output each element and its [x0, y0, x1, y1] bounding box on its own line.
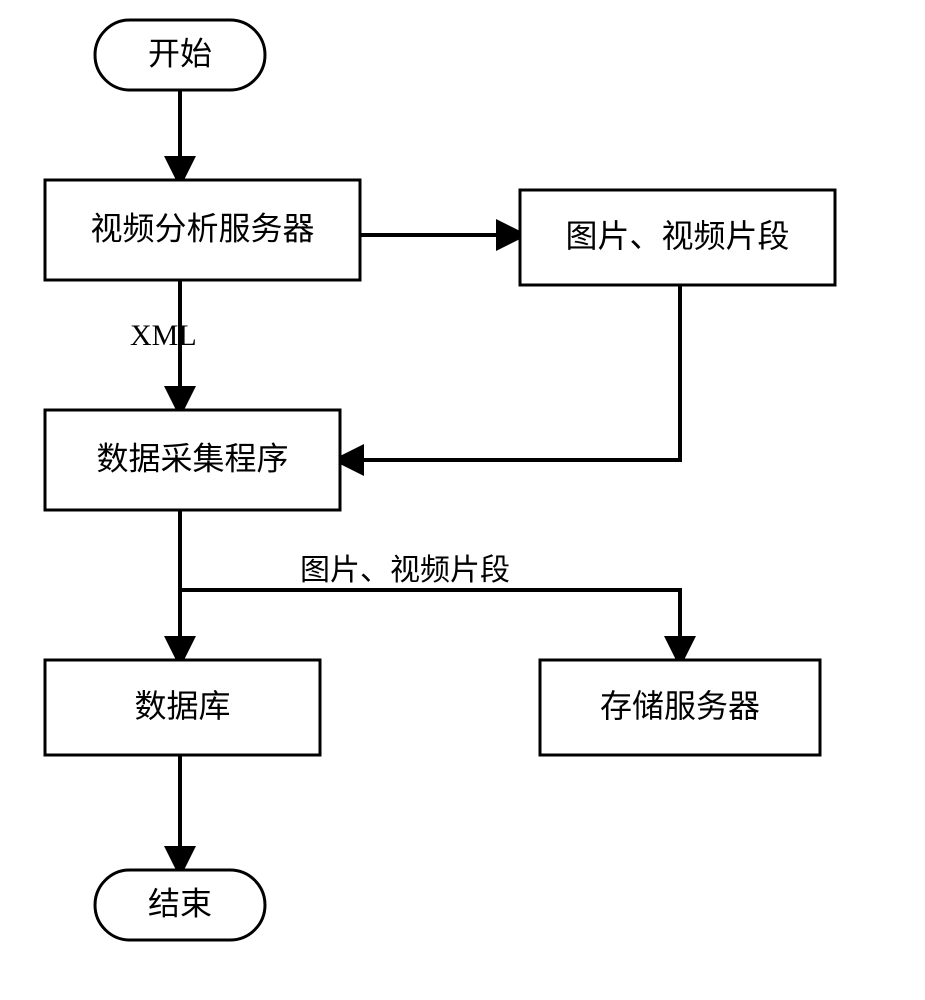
node-collect: 数据采集程序 [45, 410, 340, 510]
node-label: 图片、视频片段 [565, 218, 789, 254]
node-label: 视频分析服务器 [90, 210, 314, 246]
node-label: 开始 [148, 35, 212, 71]
edge-label: 图片、视频片段 [300, 554, 510, 587]
node-db: 数据库 [45, 660, 320, 755]
node-label: 数据采集程序 [96, 440, 288, 476]
edge [340, 285, 680, 460]
node-label: 存储服务器 [600, 688, 760, 724]
flowchart-diagram: XML图片、视频片段 开始视频分析服务器图片、视频片段数据采集程序数据库存储服务… [0, 0, 925, 1000]
node-media: 图片、视频片段 [520, 190, 835, 285]
edge [180, 590, 680, 660]
node-analyze: 视频分析服务器 [45, 180, 360, 280]
node-label: 结束 [148, 885, 212, 921]
node-storage: 存储服务器 [540, 660, 820, 755]
node-label: 数据库 [134, 688, 230, 724]
node-end: 结束 [95, 870, 265, 940]
edge-label: XML [130, 319, 197, 352]
node-start: 开始 [95, 20, 265, 90]
nodes-group: 开始视频分析服务器图片、视频片段数据采集程序数据库存储服务器结束 [45, 20, 835, 940]
